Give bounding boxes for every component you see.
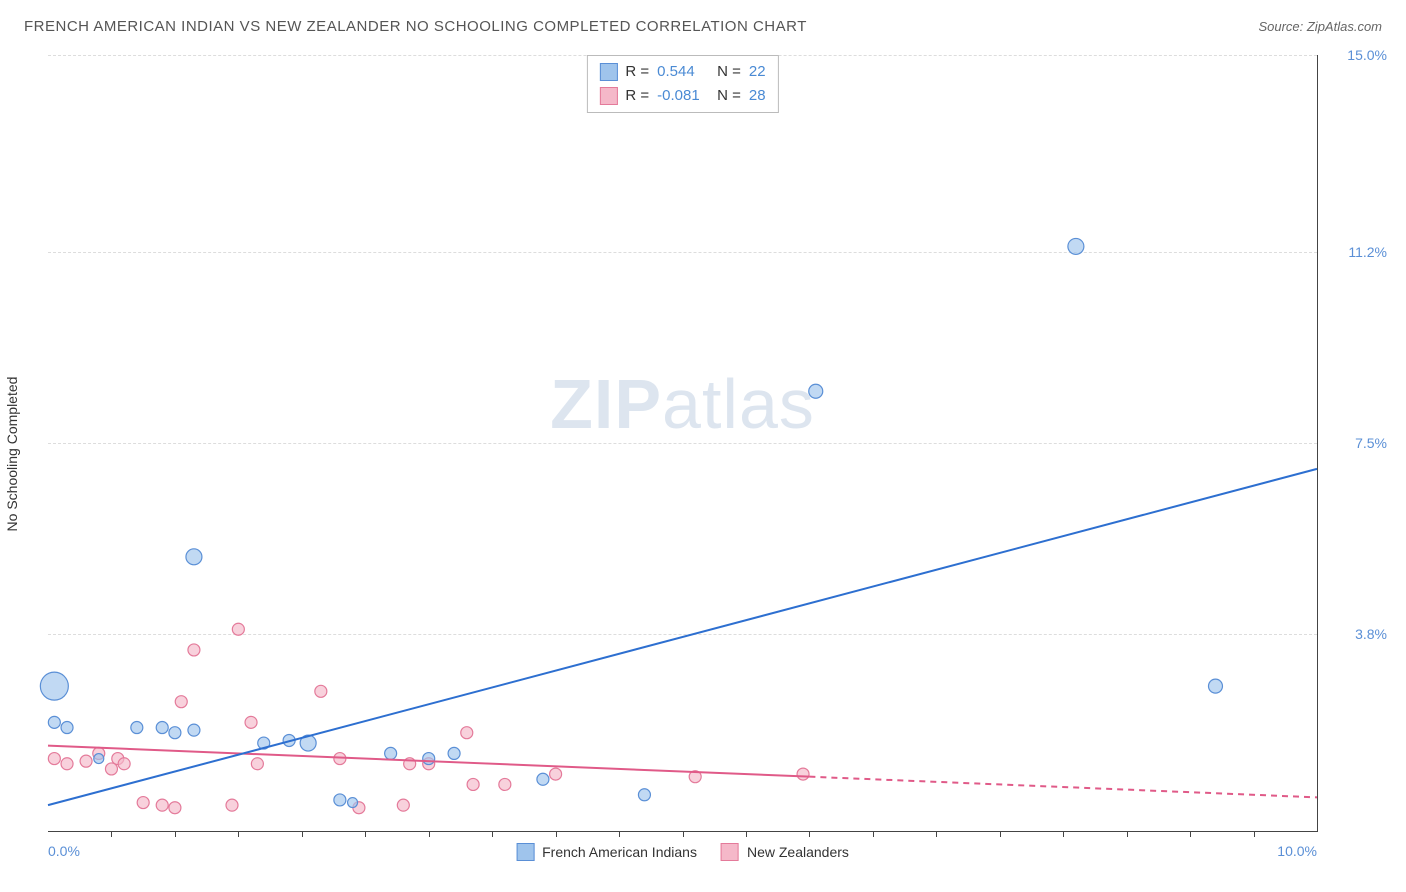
y-tick-label: 11.2% bbox=[1327, 244, 1387, 260]
correlation-row-pink: R = -0.081 N = 28 bbox=[599, 84, 765, 108]
n-value-blue: 22 bbox=[749, 60, 766, 84]
data-point bbox=[188, 644, 200, 656]
data-point bbox=[809, 384, 823, 398]
data-point bbox=[48, 753, 60, 765]
data-point bbox=[118, 758, 130, 770]
source-label: Source: ZipAtlas.com bbox=[1258, 19, 1382, 34]
x-tick-label: 0.0% bbox=[48, 843, 80, 859]
data-point bbox=[48, 716, 60, 728]
data-point bbox=[467, 778, 479, 790]
r-value-pink: -0.081 bbox=[657, 84, 709, 108]
legend-item-pink: New Zealanders bbox=[721, 843, 849, 861]
y-axis-label: No Schooling Completed bbox=[4, 377, 20, 532]
data-point bbox=[186, 549, 202, 565]
legend-item-blue: French American Indians bbox=[516, 843, 697, 861]
swatch-pink bbox=[599, 87, 617, 105]
data-point bbox=[461, 727, 473, 739]
correlation-box: R = 0.544 N = 22 R = -0.081 N = 28 bbox=[586, 55, 778, 113]
data-point bbox=[797, 768, 809, 780]
chart-title: FRENCH AMERICAN INDIAN VS NEW ZEALANDER … bbox=[24, 18, 807, 35]
y-tick-label: 3.8% bbox=[1327, 626, 1387, 642]
legend-swatch-pink bbox=[721, 843, 739, 861]
bottom-legend: French American Indians New Zealanders bbox=[516, 843, 849, 861]
data-point bbox=[226, 799, 238, 811]
x-tick-label: 10.0% bbox=[1277, 843, 1317, 859]
data-point bbox=[537, 773, 549, 785]
data-point bbox=[169, 802, 181, 814]
swatch-blue bbox=[599, 63, 617, 81]
data-point bbox=[40, 672, 68, 700]
data-point bbox=[169, 727, 181, 739]
y-tick-label: 15.0% bbox=[1327, 47, 1387, 63]
correlation-row-blue: R = 0.544 N = 22 bbox=[599, 60, 765, 84]
r-value-blue: 0.544 bbox=[657, 60, 709, 84]
data-point bbox=[188, 724, 200, 736]
data-point bbox=[131, 722, 143, 734]
data-point bbox=[1068, 238, 1084, 254]
data-point bbox=[638, 789, 650, 801]
legend-label-pink: New Zealanders bbox=[747, 844, 849, 860]
data-point bbox=[385, 747, 397, 759]
data-point bbox=[251, 758, 263, 770]
data-point bbox=[348, 798, 358, 808]
data-point bbox=[94, 754, 104, 764]
legend-swatch-blue bbox=[516, 843, 534, 861]
data-point bbox=[1208, 679, 1222, 693]
y-tick-label: 7.5% bbox=[1327, 435, 1387, 451]
legend-label-blue: French American Indians bbox=[542, 844, 697, 860]
data-point bbox=[137, 797, 149, 809]
data-point bbox=[315, 685, 327, 697]
data-point bbox=[175, 696, 187, 708]
data-point bbox=[245, 716, 257, 728]
data-point bbox=[334, 794, 346, 806]
data-point bbox=[156, 799, 168, 811]
data-point bbox=[397, 799, 409, 811]
data-point bbox=[61, 722, 73, 734]
n-value-pink: 28 bbox=[749, 84, 766, 108]
data-point bbox=[80, 755, 92, 767]
data-point bbox=[499, 778, 511, 790]
data-point bbox=[550, 768, 562, 780]
scatter-svg bbox=[48, 55, 1317, 831]
data-point bbox=[232, 623, 244, 635]
data-point bbox=[448, 747, 460, 759]
chart-plot-area: 3.8%7.5%11.2%15.0% 0.0%10.0% ZIPatlas R … bbox=[48, 55, 1318, 832]
data-point bbox=[61, 758, 73, 770]
data-point bbox=[156, 722, 168, 734]
data-point bbox=[423, 753, 435, 765]
